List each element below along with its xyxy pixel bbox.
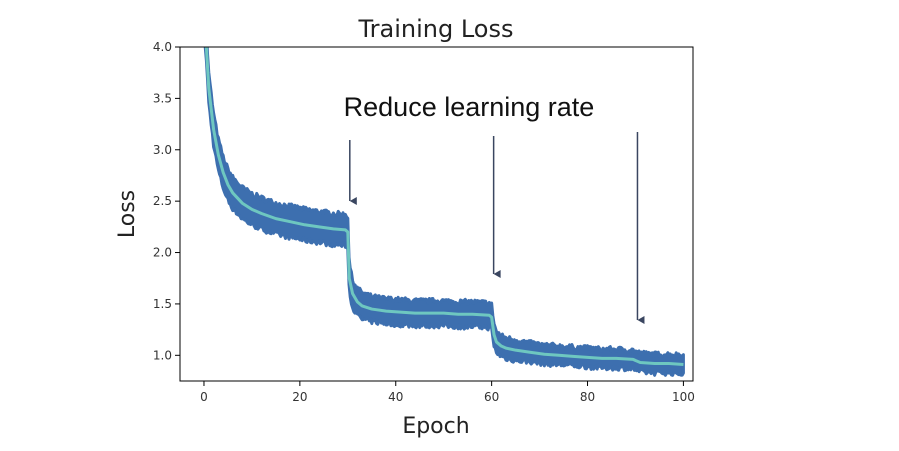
y-tick-label: 4.0 [153,40,172,54]
x-axis-title: Epoch [402,414,469,439]
line-layer [204,47,684,367]
loss-band [203,47,685,377]
x-tick-label: 100 [672,390,695,404]
y-tick-label: 2.0 [153,246,172,260]
y-tick-label: 3.0 [153,143,172,157]
x-tick-label: 80 [580,390,595,404]
loss-mean-line [204,47,684,367]
annotation-arrows [349,132,645,324]
y-tick-label: 2.5 [153,194,172,208]
plot-frame [179,46,694,382]
y-axis-title: Loss [115,190,140,238]
x-tick-label: 60 [484,390,499,404]
annotation-text: Reduce learning rate [344,92,595,122]
x-tick-label: 0 [200,390,208,404]
x-tick-label: 40 [388,390,403,404]
x-tick-label: 20 [292,390,307,404]
chart-title: Training Loss [358,15,514,43]
band-layer [203,47,685,377]
y-tick-label: 1.5 [153,297,172,311]
plot-area [179,46,694,382]
y-tick-label: 1.0 [153,348,172,362]
y-tick-label: 3.5 [153,91,172,105]
y-axis: 1.0 1.5 2.0 2.5 3.0 3.5 4.0 [153,40,180,362]
x-axis: 0 20 40 60 80 100 [200,381,695,404]
